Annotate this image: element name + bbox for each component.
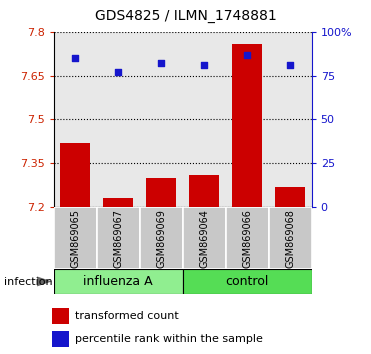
Bar: [52, 308, 69, 324]
Bar: [52, 331, 69, 347]
Text: GSM869069: GSM869069: [156, 209, 166, 268]
Text: GSM869068: GSM869068: [285, 209, 295, 268]
Bar: [146, 178, 176, 207]
Point: [201, 62, 207, 68]
Point: [158, 61, 164, 66]
Bar: [269, 207, 312, 269]
Point: [72, 55, 78, 61]
Bar: [183, 269, 312, 294]
Text: influenza A: influenza A: [83, 275, 153, 288]
Point: [287, 62, 293, 68]
Text: percentile rank within the sample: percentile rank within the sample: [75, 334, 263, 344]
Bar: [60, 143, 90, 207]
Bar: [183, 207, 226, 269]
Text: infection: infection: [4, 277, 52, 287]
Bar: [54, 207, 97, 269]
Text: transformed count: transformed count: [75, 311, 179, 321]
Text: GSM869066: GSM869066: [242, 209, 252, 268]
Bar: [189, 175, 219, 207]
Bar: [54, 269, 183, 294]
Bar: [97, 207, 140, 269]
Point: [244, 52, 250, 57]
Text: control: control: [226, 275, 269, 288]
Bar: [226, 207, 269, 269]
Bar: [103, 198, 133, 207]
Bar: [275, 187, 305, 207]
Bar: [140, 207, 183, 269]
Bar: [232, 44, 262, 207]
Text: GSM869065: GSM869065: [70, 209, 80, 268]
Text: GSM869067: GSM869067: [113, 209, 123, 268]
Text: GDS4825 / ILMN_1748881: GDS4825 / ILMN_1748881: [95, 9, 276, 23]
Point: [115, 69, 121, 75]
Text: GSM869064: GSM869064: [199, 209, 209, 268]
Polygon shape: [37, 276, 52, 286]
